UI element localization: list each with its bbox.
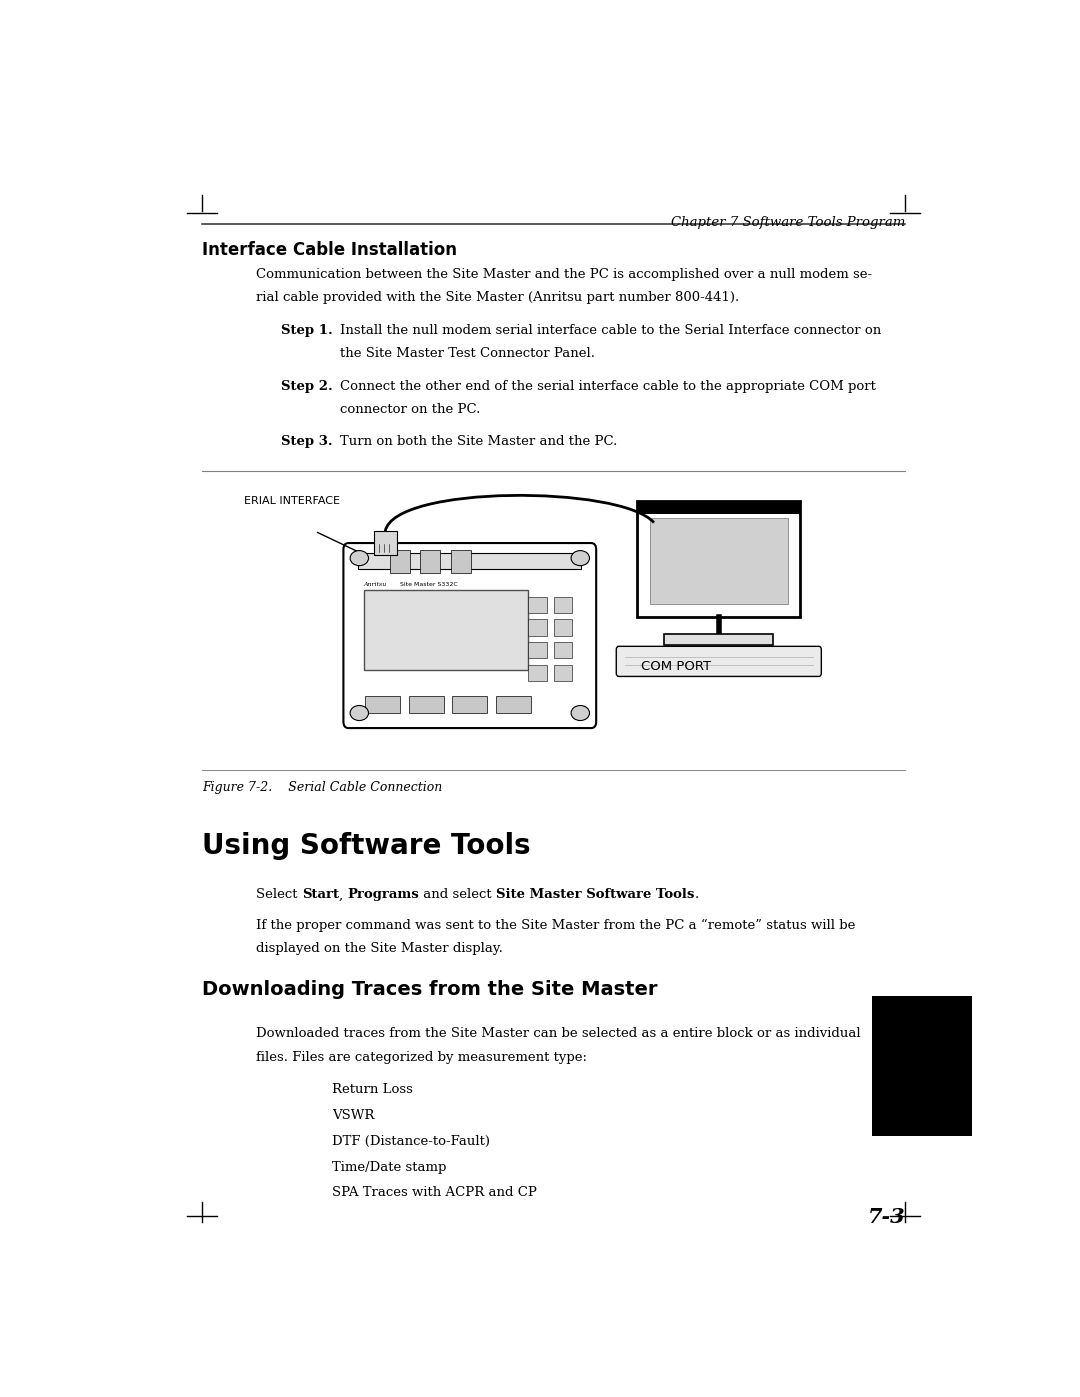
Text: Using Software Tools: Using Software Tools	[202, 833, 530, 861]
Text: Start: Start	[302, 888, 339, 901]
Text: rial cable provided with the Site Master (Anritsu part number 800-441).: rial cable provided with the Site Master…	[256, 292, 740, 305]
Text: and select: and select	[419, 888, 496, 901]
Text: Return Loss: Return Loss	[332, 1083, 413, 1097]
Bar	[420, 549, 440, 573]
Bar	[637, 502, 800, 514]
Text: Programs: Programs	[348, 888, 419, 901]
Bar	[374, 531, 397, 555]
Text: Anritsu: Anritsu	[364, 581, 387, 587]
Text: .: .	[694, 888, 699, 901]
Bar	[359, 553, 581, 569]
FancyBboxPatch shape	[617, 647, 822, 676]
Text: Interface Cable Installation: Interface Cable Installation	[202, 240, 457, 258]
Bar	[364, 591, 528, 671]
Text: SPA Traces with ACPR and CP: SPA Traces with ACPR and CP	[332, 1186, 537, 1199]
Text: Downloading Traces from the Site Master: Downloading Traces from the Site Master	[202, 979, 658, 999]
Bar	[872, 996, 972, 1136]
Bar	[451, 549, 472, 573]
Text: ,: ,	[339, 888, 348, 901]
Ellipse shape	[350, 550, 368, 566]
Bar	[637, 502, 800, 617]
Bar	[528, 619, 546, 636]
Text: the Site Master Test Connector Panel.: the Site Master Test Connector Panel.	[340, 348, 595, 360]
Text: Figure 7-2.    Serial Cable Connection: Figure 7-2. Serial Cable Connection	[202, 781, 442, 793]
Bar	[496, 696, 531, 712]
Text: COM PORT: COM PORT	[642, 661, 712, 673]
Bar	[528, 597, 546, 613]
Bar	[554, 619, 572, 636]
Text: Time/Date stamp: Time/Date stamp	[332, 1161, 446, 1173]
Bar	[365, 696, 401, 712]
Bar	[554, 665, 572, 680]
Text: Communication between the Site Master and the PC is accomplished over a null mod: Communication between the Site Master an…	[256, 268, 873, 281]
Bar	[528, 665, 546, 680]
Text: Select: Select	[256, 888, 302, 901]
Text: Step 3.: Step 3.	[282, 436, 333, 448]
Bar	[554, 597, 572, 613]
Text: If the proper command was sent to the Site Master from the PC a “remote” status : If the proper command was sent to the Si…	[256, 918, 855, 932]
Bar	[528, 643, 546, 658]
Text: Site Master Software Tools: Site Master Software Tools	[496, 888, 694, 901]
Text: Step 2.: Step 2.	[282, 380, 334, 393]
Bar	[664, 634, 773, 645]
Ellipse shape	[571, 550, 590, 566]
Ellipse shape	[350, 705, 368, 721]
FancyBboxPatch shape	[343, 543, 596, 728]
Bar	[554, 643, 572, 658]
Text: DTF (Distance-to-Fault): DTF (Distance-to-Fault)	[332, 1134, 489, 1148]
Bar	[650, 518, 788, 605]
Text: Site Master S332C: Site Master S332C	[401, 581, 458, 587]
Bar	[408, 696, 444, 712]
Text: Step 1.: Step 1.	[282, 324, 334, 337]
Text: Chapter 7 Software Tools Program: Chapter 7 Software Tools Program	[671, 217, 905, 229]
Ellipse shape	[571, 705, 590, 721]
Text: connector on the PC.: connector on the PC.	[340, 404, 481, 416]
Text: Downloaded traces from the Site Master can be selected as a entire block or as i: Downloaded traces from the Site Master c…	[256, 1027, 861, 1041]
Text: displayed on the Site Master display.: displayed on the Site Master display.	[256, 942, 503, 956]
Text: Install the null modem serial interface cable to the Serial Interface connector : Install the null modem serial interface …	[340, 324, 881, 337]
Bar	[453, 696, 487, 712]
Text: Turn on both the Site Master and the PC.: Turn on both the Site Master and the PC.	[340, 436, 618, 448]
Text: Connect the other end of the serial interface cable to the appropriate COM port: Connect the other end of the serial inte…	[340, 380, 876, 393]
Text: VSWR: VSWR	[332, 1109, 374, 1122]
Text: ERIAL INTERFACE: ERIAL INTERFACE	[244, 496, 340, 506]
Text: 7-3: 7-3	[867, 1207, 905, 1227]
Bar	[390, 549, 410, 573]
Text: files. Files are categorized by measurement type:: files. Files are categorized by measurem…	[256, 1051, 588, 1063]
